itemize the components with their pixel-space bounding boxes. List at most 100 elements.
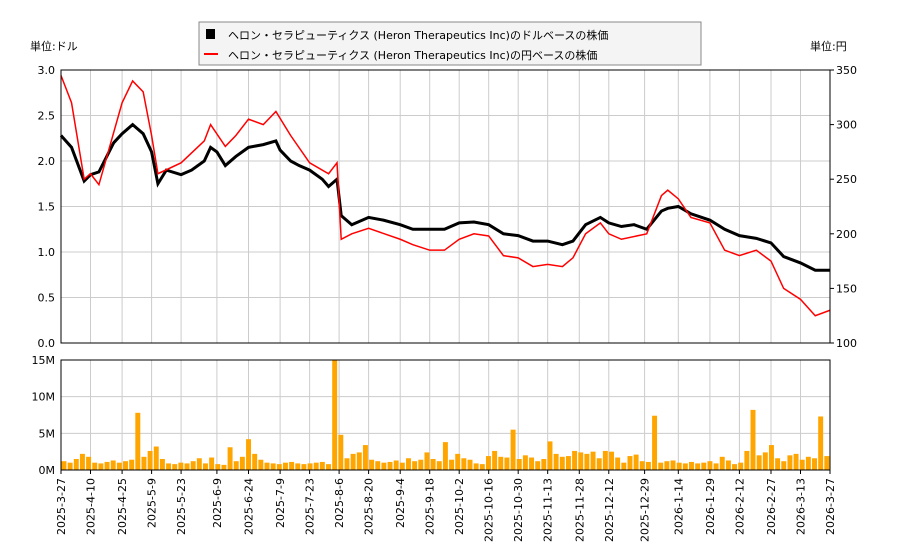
left-axis-unit: 単位:ドル [30,39,78,53]
volume-bar [485,456,491,470]
y-right-tick-label: 250 [836,173,857,186]
x-tick-label: 2025-5-9 [146,478,159,528]
volume-bar [824,456,830,470]
volume-bar [658,462,664,470]
volume-bar [818,416,824,470]
x-tick-label: 2025-8-6 [333,478,346,528]
volume-bar [79,453,85,470]
volume-bar [516,459,522,470]
volume-bar [442,442,448,470]
volume-bar [609,451,614,470]
x-tick-label: 2025-10-2 [453,478,466,535]
volume-bar [178,462,184,470]
volume-bar [799,459,805,470]
x-tick-label: 2026-2-27 [765,478,778,535]
volume-bar [449,459,455,470]
volume-bar [326,464,331,470]
volume-bar [689,461,694,470]
volume-bar [104,461,110,470]
x-tick-label: 2025-10-16 [483,478,496,542]
volume-bar [196,458,202,470]
volume-bar [239,456,245,470]
x-tick-label: 2025-4-10 [84,478,97,535]
volume-bar [596,458,602,470]
volume-bar [73,459,79,470]
volume-bar [141,456,147,470]
volume-bar [221,464,227,470]
volume-bar [116,462,122,470]
volume-bar [258,459,264,470]
volume-bar [461,458,467,470]
x-tick-label: 2025-5-23 [175,478,188,535]
volume-bar [467,459,473,470]
volume-panel-frame [60,359,831,471]
y-right-tick-label: 350 [836,64,857,77]
y-left-tick-label: 0.0 [38,337,56,350]
volume-bar [529,457,535,470]
volume-bar [535,461,541,470]
y-right-tick-label: 200 [836,228,857,241]
volume-bar [473,463,479,470]
volume-bar [86,456,92,470]
volume-bar [701,462,707,470]
volume-bar [418,459,424,470]
x-tick-label: 2025-10-30 [512,478,525,542]
volume-bar [756,455,762,470]
volume-bar [436,461,442,470]
volume-bar [289,461,295,470]
volume-bar [732,464,738,470]
volume-bar [775,458,781,470]
volume-bar [793,453,799,470]
volume-bar [707,461,713,470]
volume-bar [553,453,559,470]
volume-bar [356,452,362,470]
volume-bar [295,463,301,470]
volume-bar [135,412,141,470]
jpy-price-line [60,75,831,317]
volume-tick-label: 5M [39,427,56,440]
volume-bar [713,463,719,470]
volume-bar [147,450,153,470]
right-axis-unit: 単位:円 [810,39,847,53]
x-tick-label: 2025-7-9 [274,478,287,528]
volume-bar [252,453,258,470]
y-left-tick-label: 3.0 [38,64,56,77]
usd-price-line [59,122,830,272]
x-tick-label: 2026-3-27 [824,478,837,535]
x-tick-label: 2025-11-28 [573,478,586,542]
volume-bar [719,456,725,470]
y-right-tick-label: 300 [836,119,857,132]
volume-bar [492,450,498,470]
volume-bar [787,455,793,470]
volume-bar [812,458,817,470]
volume-bar [184,463,190,470]
volume-bar [479,464,485,470]
volume-bar [424,452,430,470]
volume-bar [498,456,504,470]
volume-bar [313,462,319,470]
volume-bar [406,458,411,470]
x-tick-label: 2025-3-27 [55,478,68,535]
volume-bar [621,462,627,470]
volume-bar [307,463,313,470]
volume-bar [455,453,461,470]
volume-bar [762,452,768,470]
volume-bar [61,461,67,470]
volume-bar [639,461,645,470]
volume-bar [387,461,393,470]
y-right-tick-label: 150 [836,282,857,295]
volume-bar [350,453,356,470]
volume-bar [270,463,276,470]
volume-tick-label: 10M [32,391,56,404]
volume-bar [172,464,178,470]
legend-usd-swatch [206,29,215,39]
volume-bar [541,459,547,470]
volume-bar [615,457,621,470]
volume-bar [652,415,658,470]
volume-bar [344,458,350,470]
volume-bar [332,360,338,470]
volume-bar [695,463,701,470]
x-tick-label: 2026-2-12 [733,478,746,535]
volume-bar [725,460,731,470]
